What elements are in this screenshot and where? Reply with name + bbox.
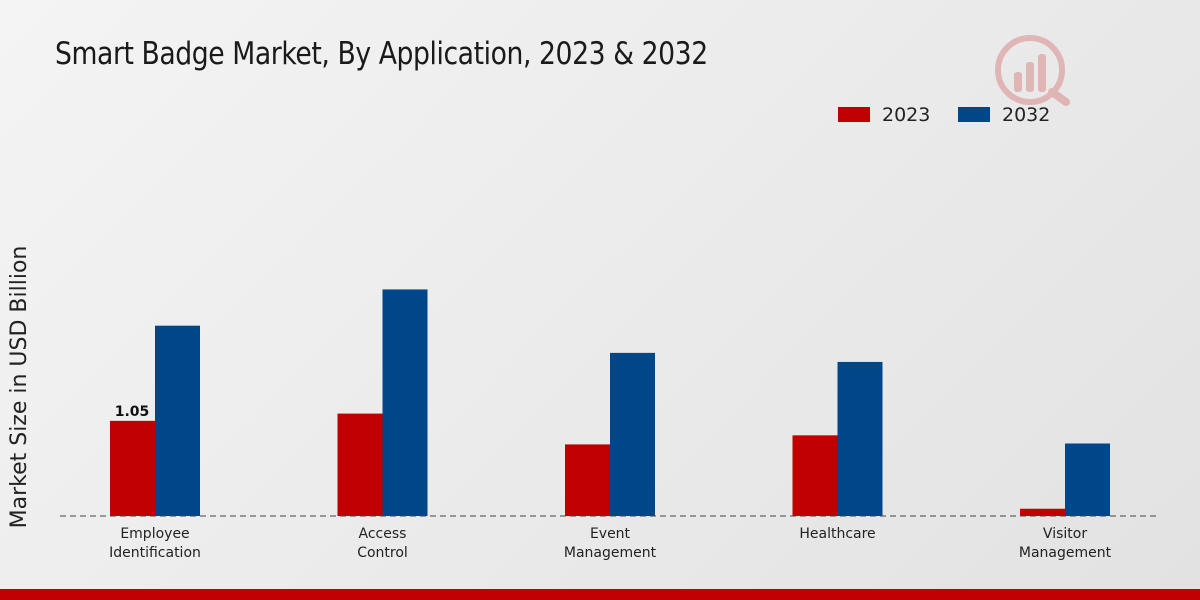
bar-2023-4 bbox=[1020, 508, 1065, 516]
data-label-0: 1.05 bbox=[115, 404, 150, 420]
legend-swatch-2023 bbox=[838, 107, 870, 122]
x-tick-label-2: Event Management bbox=[564, 526, 657, 561]
chart-title: Smart Badge Market, By Application, 2023… bbox=[55, 36, 708, 72]
watermark-bar-1 bbox=[1014, 72, 1022, 92]
bar-2023-2 bbox=[565, 444, 610, 516]
bars bbox=[110, 289, 1110, 516]
bottom-accent-bar bbox=[0, 589, 1200, 600]
bar-2023-3 bbox=[792, 435, 838, 516]
watermark-logo-icon bbox=[995, 35, 1070, 106]
watermark-bar-3 bbox=[1038, 54, 1046, 92]
data-labels: 1.05 bbox=[115, 404, 150, 420]
legend-swatch-2032 bbox=[958, 107, 990, 122]
x-tick-label-0: Employee Identification bbox=[109, 526, 201, 561]
legend-label-2032: 2032 bbox=[1002, 104, 1050, 126]
legend: 2023 2032 bbox=[838, 104, 1050, 126]
watermark-ring bbox=[995, 35, 1065, 105]
bar-2032-3 bbox=[837, 361, 883, 516]
bar-2032-4 bbox=[1065, 443, 1110, 516]
x-tick-labels: Employee Identification Access Control Event… bbox=[109, 526, 1112, 561]
bar-2032-2 bbox=[610, 352, 655, 516]
x-tick-label-3: Healthcare bbox=[799, 526, 875, 542]
watermark-bar-2 bbox=[1026, 62, 1034, 92]
bar-2032-0 bbox=[155, 325, 200, 516]
y-axis-label: Market Size in USD Billion bbox=[7, 246, 32, 529]
legend-label-2023: 2023 bbox=[882, 104, 930, 126]
bar-2023-1 bbox=[337, 413, 383, 516]
x-tick-label-4: Visitor Management bbox=[1019, 526, 1112, 561]
watermark-handle bbox=[1048, 88, 1070, 106]
x-tick-label-1: Access Control bbox=[357, 526, 408, 561]
bar-2023-0 bbox=[110, 420, 155, 516]
bar-2032-1 bbox=[382, 289, 428, 516]
